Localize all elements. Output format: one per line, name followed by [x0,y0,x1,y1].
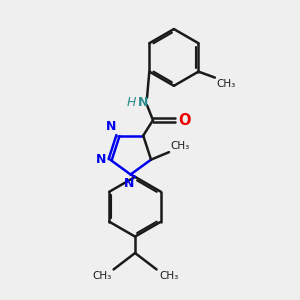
Text: CH₃: CH₃ [159,271,178,281]
Text: N: N [106,120,116,133]
Text: N: N [124,177,134,190]
Text: H: H [127,96,136,109]
Text: N: N [138,96,148,109]
Text: CH₃: CH₃ [170,141,189,151]
Text: CH₃: CH₃ [216,79,236,89]
Text: N: N [96,153,106,166]
Text: O: O [178,112,190,128]
Text: CH₃: CH₃ [92,271,111,281]
